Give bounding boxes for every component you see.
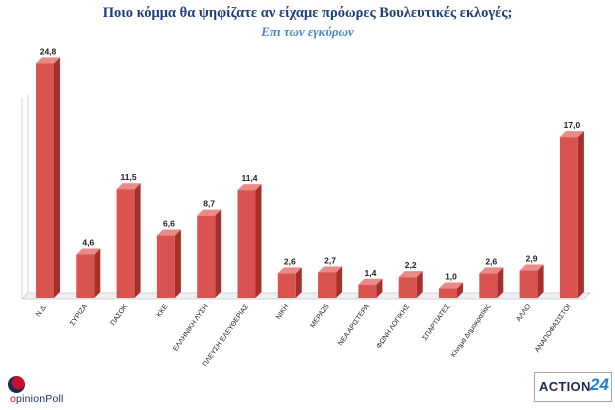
bar-top xyxy=(318,266,343,273)
bar xyxy=(237,190,256,298)
bar-side xyxy=(416,271,423,298)
data-label: 2,7 xyxy=(324,255,336,265)
bar-top xyxy=(277,267,302,274)
x-tick-label: ΝΙΚΗ xyxy=(275,303,290,321)
x-tick-label: ΠΛΕΥΣΗ ΕΛΕΥΘΕΡΙΑΣ xyxy=(202,303,251,369)
x-tick-label: ΜΕΡΑ25 xyxy=(309,303,330,329)
chart-subtitle: Επι των εγκύρων xyxy=(261,24,354,39)
x-tick-label: Ν.Δ. xyxy=(35,303,49,318)
x-tick-label: ΦΩΝΗ ΛΟΓΙΚΗΣ xyxy=(376,303,412,350)
opinionpoll-logo-icon xyxy=(8,376,25,393)
bar-side xyxy=(376,278,383,298)
bar xyxy=(318,272,337,298)
x-tick-label: ΣΥΡΙΖΑ xyxy=(69,303,89,327)
bar xyxy=(36,63,54,298)
bar xyxy=(76,254,95,298)
bar-top xyxy=(358,278,383,285)
bar xyxy=(156,235,175,298)
bar-side xyxy=(577,131,584,298)
x-tick-label: ΑΛΛΟ xyxy=(515,303,532,323)
bar-top xyxy=(197,209,222,216)
x-tick-label: ΕΛΛΗΝΙΚΗ ΛΥΣΗ xyxy=(172,303,210,353)
bar-top xyxy=(237,184,262,191)
bar-top xyxy=(519,264,544,271)
data-label: 2,2 xyxy=(405,260,417,270)
chart-title: Ποιο κόμμα θα ψηφίζατε αν είχαμε πρόωρες… xyxy=(102,5,513,21)
x-tick-label: ΑΝΑΠΟΦΑΣΙΣΤΟΙ xyxy=(534,303,573,354)
bar xyxy=(358,284,377,298)
bar xyxy=(277,273,296,298)
bar-side xyxy=(295,267,302,298)
data-label: 6,6 xyxy=(163,219,175,229)
bar-side xyxy=(336,266,343,298)
data-label: 2,9 xyxy=(526,254,538,264)
bar-side xyxy=(134,183,141,298)
data-label: 11,4 xyxy=(241,173,257,183)
bar-side xyxy=(497,267,504,298)
bar-side xyxy=(54,57,60,298)
x-tick-label: ΣΠΑΡΤΙΑΤΕΣ xyxy=(422,303,452,342)
bar-side xyxy=(255,184,262,298)
x-tick-label: ΠΑΣΟΚ xyxy=(110,303,130,327)
opinionpoll-logo: opinionPoll xyxy=(6,376,96,406)
bar xyxy=(398,277,417,298)
bar xyxy=(559,137,578,298)
bar-top xyxy=(156,229,181,236)
bar-top xyxy=(116,183,141,190)
data-label: 8,7 xyxy=(203,199,215,209)
x-tick-label: ΚΚΕ xyxy=(156,303,170,319)
x-tick-label: ΝΕΑ ΑΡΙΣΤΕΡΑ xyxy=(337,303,371,347)
data-label: 4,6 xyxy=(82,237,94,247)
data-label: 1,4 xyxy=(364,268,376,278)
x-tick-label: Κίνημα Δημοκρατίας xyxy=(449,302,492,359)
bar-top xyxy=(479,267,504,274)
data-label: 11,5 xyxy=(121,172,137,182)
bar xyxy=(519,270,538,298)
chart-floor xyxy=(21,292,591,300)
bar xyxy=(197,215,216,298)
action24-logo: ACTION 24 xyxy=(534,372,612,402)
data-label: 1,0 xyxy=(445,272,457,282)
bar-side xyxy=(174,229,181,298)
bar xyxy=(439,288,457,298)
data-label: 2,6 xyxy=(485,256,497,266)
bar-top xyxy=(36,57,60,64)
bar-side xyxy=(215,209,222,298)
bar-side xyxy=(537,264,544,298)
bar-top xyxy=(76,248,101,255)
data-label: 24,8 xyxy=(40,46,57,56)
bar-side xyxy=(457,282,463,298)
data-label: 2,6 xyxy=(284,256,296,266)
bar xyxy=(116,189,135,298)
data-label: 17,0 xyxy=(564,120,581,130)
bar xyxy=(479,273,498,298)
bar-top xyxy=(439,282,463,289)
bar-top xyxy=(559,131,584,138)
bar-side xyxy=(94,248,101,298)
bar-top xyxy=(398,271,423,278)
